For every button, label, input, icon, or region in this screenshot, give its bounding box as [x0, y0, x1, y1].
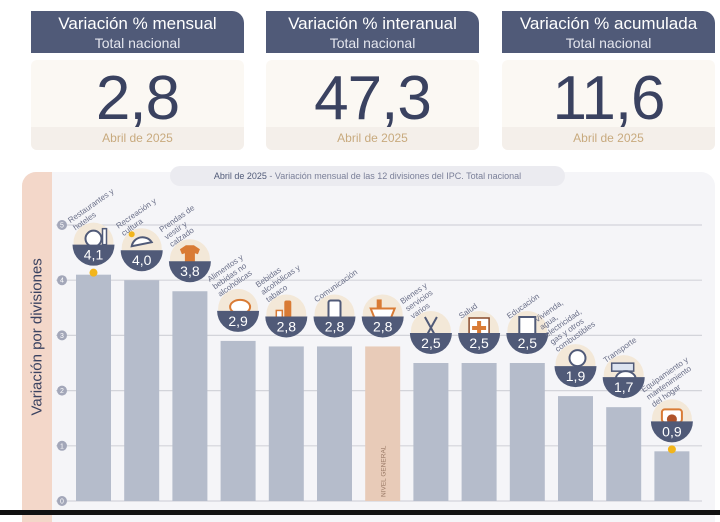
card-date: Abril de 2025: [502, 127, 715, 150]
bus-icon: [610, 362, 637, 381]
y-axis-strip: Variación por divisiones: [22, 172, 52, 522]
beach-umbrella-icon: [128, 231, 154, 248]
value-label: 4,0: [132, 252, 152, 268]
general-label: NIVEL GENERAL: [381, 445, 388, 497]
value-label: 2,8: [373, 318, 393, 334]
bar-general: [365, 346, 401, 501]
card-yearly: Variación % interanual Total nacional 47,…: [266, 11, 479, 151]
value-badge: [265, 316, 308, 338]
bar: [76, 274, 111, 501]
value-badge: [361, 316, 404, 338]
value-label: 4,1: [84, 247, 104, 263]
card-title: Variación % acumulada: [519, 14, 698, 33]
icon-shape: [376, 299, 382, 309]
value-label: 0,9: [662, 423, 682, 439]
value-badge: [120, 250, 163, 272]
value-badge: [409, 333, 452, 354]
max-marker: [89, 268, 98, 277]
y-tick-marker: [57, 220, 67, 230]
bar: [606, 407, 642, 501]
y-tick-marker: [57, 496, 67, 506]
icon-shape: [610, 362, 635, 372]
value-badge: [554, 366, 597, 388]
icon-shape: [128, 231, 135, 238]
value-badge: [458, 333, 501, 354]
bottom-bar: [0, 510, 720, 515]
value-badge: [602, 377, 645, 399]
card-value: 11,6: [552, 64, 665, 133]
card-title: Variación % interanual: [288, 14, 457, 33]
chart-title-date: Abril de 2025: [213, 171, 267, 181]
value-label: 2,5: [518, 335, 538, 351]
value-label: 1,9: [566, 368, 586, 384]
min-marker: [667, 445, 676, 454]
y-tick-marker: [57, 275, 67, 286]
y-tick-label: 2: [60, 388, 64, 395]
y-tick-label: 1: [60, 443, 64, 450]
value-label: 2,8: [325, 318, 345, 334]
bar: [413, 363, 449, 501]
value-badge: [217, 310, 260, 332]
tshirt-icon: [179, 245, 200, 264]
card-date: Abril de 2025: [31, 127, 244, 150]
bar: [268, 346, 304, 501]
bar: [317, 346, 352, 501]
icon-shape: [568, 349, 587, 368]
card-cumulative: Variación % acumulada Total nacional 11,6…: [502, 11, 715, 151]
y-tick-marker: [57, 440, 67, 451]
value-label: 1,7: [614, 379, 634, 395]
card-monthly: Variación % mensual Total nacional 2,8 Abr…: [31, 11, 244, 151]
icon-shape: [130, 236, 154, 248]
value-label: 2,5: [469, 335, 489, 351]
card-subtitle: Total nacional: [329, 35, 416, 51]
value-label: 2,9: [228, 313, 248, 329]
y-tick-label: 3: [60, 333, 64, 340]
bar: [654, 451, 690, 501]
icon-shape: [284, 300, 292, 319]
card-date: Abril de 2025: [266, 127, 479, 150]
bar: [220, 340, 256, 501]
value-label: 3,8: [180, 263, 200, 279]
value-badge: [313, 316, 356, 338]
restaurant-icon: [84, 227, 108, 248]
icon-shape: [424, 316, 438, 336]
y-tick-label: 0: [60, 499, 64, 506]
value-badge: [650, 421, 693, 443]
card-title: Variación % mensual: [58, 14, 217, 33]
icon-shape: [84, 229, 103, 248]
bar: [172, 291, 208, 501]
value-badge: [168, 261, 211, 283]
card-subtitle: Total nacional: [94, 35, 181, 51]
card-value: 47,3: [314, 64, 432, 133]
card-subtitle: Total nacional: [565, 35, 652, 51]
value-label: 2,8: [277, 318, 297, 334]
chart-title: Abril de 2025 - Variación mensual de las…: [170, 166, 565, 186]
y-tick-label: 5: [60, 223, 64, 230]
y-tick-marker: [57, 330, 67, 341]
icon-shape: [472, 321, 487, 335]
chart-title-text: - Variación mensual de las 12 divisiones…: [269, 171, 522, 181]
bar: [558, 396, 593, 501]
scissors-icon: [424, 316, 438, 336]
bar: [461, 363, 497, 501]
bar: [124, 280, 160, 501]
icon-shape: [179, 245, 200, 264]
y-tick-label: 4: [60, 278, 64, 285]
icon-shape: [101, 227, 108, 246]
bar: [509, 363, 545, 501]
card-value: 2,8: [95, 64, 180, 133]
value-label: 2,5: [421, 335, 441, 351]
y-tick-marker: [57, 385, 67, 396]
value-badge: [72, 244, 115, 266]
value-badge: [506, 333, 549, 354]
